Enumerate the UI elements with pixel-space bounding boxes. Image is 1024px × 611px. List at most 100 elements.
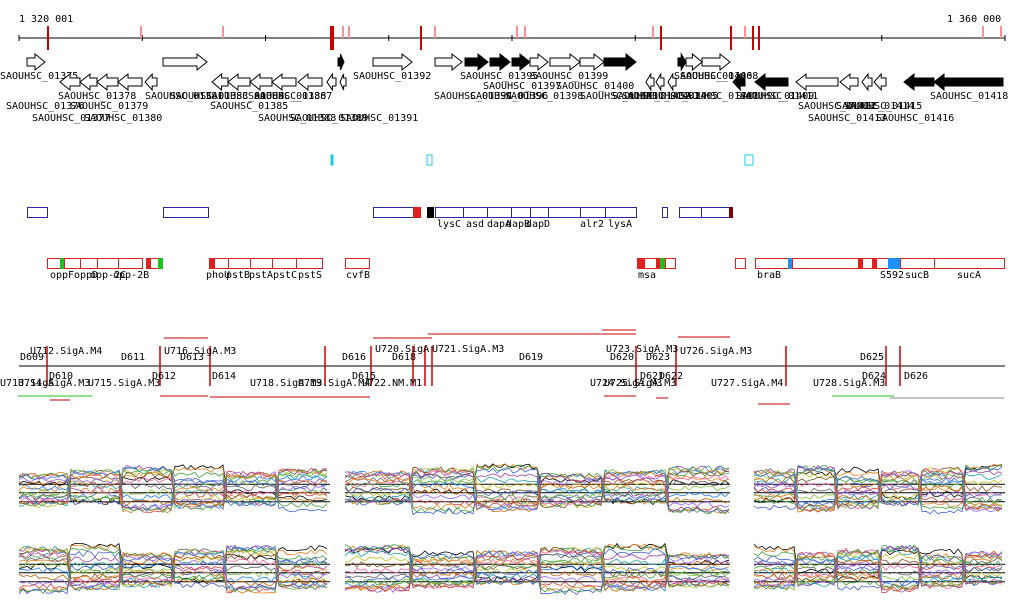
gene-arrow[interactable] [685, 52, 703, 72]
gene-feature[interactable]: SAOUHSC_01402 [612, 72, 690, 102]
operon-segment[interactable] [858, 258, 863, 269]
gene-feature[interactable]: SAOUHSC_01375 [0, 52, 78, 82]
gene-arrow[interactable] [96, 72, 119, 92]
gene-arrow[interactable] [326, 72, 337, 92]
gene-feature[interactable]: SAOUHSC_01391 [339, 73, 418, 124]
operon-segment[interactable] [900, 258, 935, 269]
gene-arrow[interactable] [655, 72, 665, 92]
operon-segment[interactable] [413, 207, 421, 218]
gene-feature[interactable]: SAOUHSC_01388 [258, 72, 337, 124]
operon-segment[interactable] [788, 258, 793, 269]
gene-arrow[interactable] [754, 72, 789, 92]
gene-arrow[interactable] [59, 72, 81, 92]
operon-segment[interactable] [662, 207, 668, 218]
gene-feature[interactable]: SAOUHSC_01380 [84, 72, 162, 124]
gene-arrow[interactable] [144, 72, 158, 92]
gene-feature[interactable]: SAOUHSC_01376 [6, 72, 84, 112]
gene-feature[interactable]: SAOUHSC_01379 [70, 72, 148, 112]
gene-arrow[interactable] [903, 72, 935, 92]
gene-arrow[interactable] [603, 52, 637, 72]
gene-arrow[interactable] [529, 52, 549, 72]
gene-arrow[interactable] [861, 72, 873, 92]
gene-feature[interactable]: SAOUHSC_01395 [460, 52, 538, 82]
operon-segment[interactable] [656, 258, 661, 269]
operon-segment[interactable] [214, 258, 229, 269]
gene-arrow[interactable] [933, 72, 1004, 92]
operon-segment[interactable] [47, 258, 61, 269]
operon-segment[interactable] [80, 258, 98, 269]
gene-arrow[interactable] [701, 52, 731, 72]
operon-segment[interactable] [64, 258, 81, 269]
operon-segment[interactable] [605, 207, 637, 218]
gene-feature[interactable]: SAOUHSC_01415 [844, 72, 922, 112]
operon-segment[interactable] [228, 258, 251, 269]
gene-feature[interactable]: SAOUHSC_01399 [530, 52, 608, 82]
gene-arrow[interactable] [549, 52, 581, 72]
gene-arrow[interactable] [79, 72, 98, 92]
gene-feature[interactable]: SAOUHSC_01384 [206, 72, 284, 102]
gene-feature[interactable]: SAOUHSC_01378 [58, 72, 136, 102]
gene-feature[interactable]: SAOUHSC_01387 [254, 72, 332, 102]
gene-arrow[interactable] [271, 72, 297, 92]
operon-segment[interactable] [373, 207, 414, 218]
gene-feature[interactable]: SAOUHSC_01392 [353, 52, 431, 82]
operon-segment[interactable] [345, 258, 370, 269]
gene-feature[interactable]: SAOUHSC_01383 [170, 72, 248, 102]
gene-feature[interactable]: SAOUHSC_01408 [680, 52, 758, 82]
gene-feature[interactable]: SAOUHSC_01409 [732, 72, 814, 102]
gene-feature[interactable]: SAOUHSC_01401 [580, 52, 658, 102]
operon-segment[interactable] [530, 207, 549, 218]
gene-feature[interactable]: SAOUHSC_01405 [640, 72, 718, 102]
gene-arrow[interactable] [434, 52, 463, 72]
gene-feature[interactable]: SAOUHSC_01413 [808, 72, 886, 124]
gene-feature[interactable]: SAOUHSC_01381 [145, 52, 223, 102]
gene-feature[interactable]: SAOUHSC_01416 [876, 72, 954, 124]
gene-feature[interactable]: SAOUHSC_01412 [795, 72, 876, 112]
operon-segment[interactable] [487, 207, 512, 218]
operon-segment[interactable] [158, 258, 163, 269]
gene-arrow[interactable] [211, 72, 229, 92]
operon-segment[interactable] [146, 258, 151, 269]
operon-segment[interactable] [876, 258, 889, 269]
operon-segment[interactable] [97, 258, 119, 269]
gene-arrow[interactable] [839, 72, 859, 92]
gene-arrow[interactable] [732, 72, 746, 92]
operon-segment[interactable] [679, 207, 702, 218]
operon-segment[interactable] [755, 258, 789, 269]
operon-segment[interactable] [888, 258, 901, 269]
gene-feature[interactable]: SAOUHSC_01389 [290, 53, 368, 124]
gene-arrow[interactable] [511, 52, 531, 72]
gene-arrow[interactable] [337, 53, 345, 71]
gene-feature[interactable]: SAOUHSC_01400 [556, 52, 634, 92]
operon-segment[interactable] [735, 258, 746, 269]
operon-segment[interactable] [511, 207, 531, 218]
operon-segment[interactable] [272, 258, 297, 269]
operon-segment[interactable] [60, 258, 65, 269]
gene-arrow[interactable] [227, 72, 251, 92]
gene-feature[interactable]: SAOUHSC_01386 [248, 72, 326, 102]
operon-segment[interactable] [150, 258, 159, 269]
gene-arrow[interactable] [677, 52, 687, 72]
operon-segment[interactable] [862, 258, 873, 269]
operon-segment[interactable] [934, 258, 1005, 269]
operon-segment[interactable] [548, 207, 581, 218]
gene-feature[interactable]: SAOUHSC_01377 [32, 72, 110, 124]
gene-feature[interactable]: SAOUHSC_01385 [210, 72, 288, 112]
operon-segment[interactable] [463, 207, 488, 218]
operon-segment[interactable] [701, 207, 730, 218]
operon-segment[interactable] [27, 207, 48, 218]
gene-arrow[interactable] [26, 52, 46, 72]
gene-arrow[interactable] [489, 52, 511, 72]
operon-segment[interactable] [665, 258, 676, 269]
gene-feature[interactable]: SAOUHSC_01418 [930, 72, 1008, 102]
operon-segment[interactable] [250, 258, 273, 269]
operon-segment[interactable] [163, 207, 209, 218]
operon-segment[interactable] [580, 207, 606, 218]
operon-segment[interactable] [296, 258, 323, 269]
gene-arrow[interactable] [249, 72, 273, 92]
gene-arrow[interactable] [579, 52, 605, 72]
gene-feature[interactable]: SAOUHSC_01414 [836, 72, 914, 112]
operon-segment[interactable] [644, 258, 657, 269]
gene-arrow[interactable] [297, 72, 323, 92]
gene-arrow[interactable] [645, 72, 655, 92]
